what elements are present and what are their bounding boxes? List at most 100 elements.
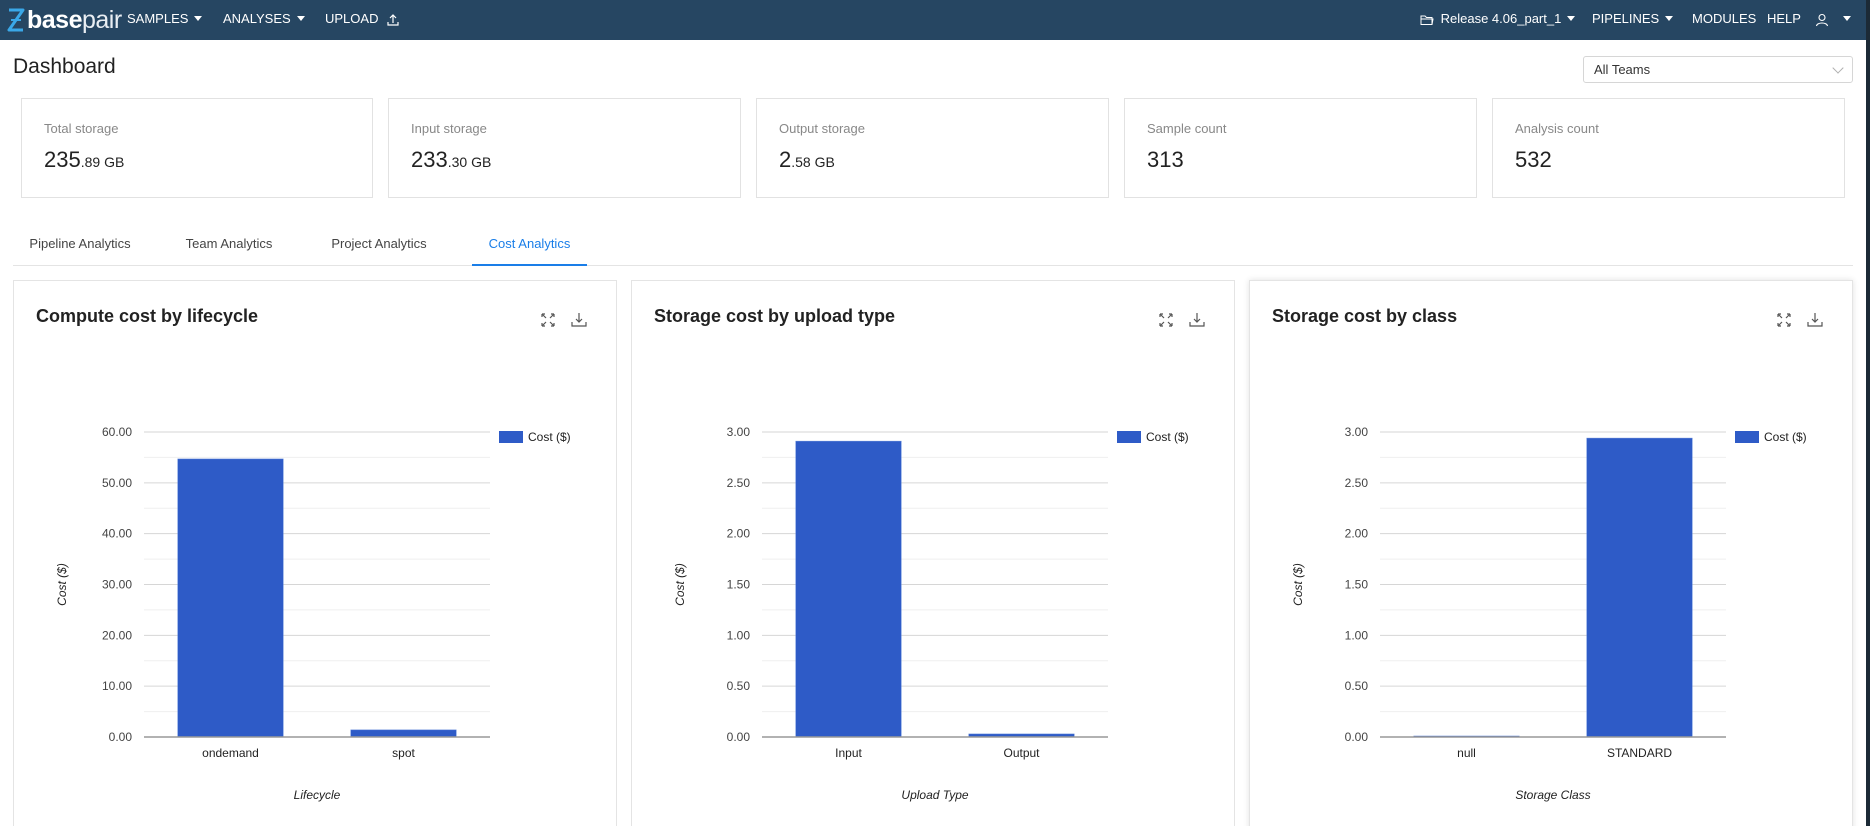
- y-axis-title: Cost ($): [55, 563, 69, 606]
- project-selector[interactable]: Release 4.06_part_1: [1420, 0, 1576, 40]
- analytics-tabs: Pipeline Analytics Team Analytics Projec…: [13, 230, 1853, 266]
- download-button[interactable]: [570, 311, 588, 329]
- y-tick-label: 1.00: [1345, 628, 1369, 642]
- caret-down-icon: [1665, 16, 1674, 22]
- tab-pipeline-analytics[interactable]: Pipeline Analytics: [29, 236, 131, 251]
- upload-icon: [387, 13, 399, 26]
- y-tick-label: 2.00: [727, 527, 751, 541]
- bar[interactable]: [795, 440, 902, 738]
- y-axis-title: Cost ($): [1291, 563, 1305, 606]
- y-tick-label: 30.00: [102, 578, 132, 592]
- y-tick-label: 3.00: [1345, 425, 1369, 439]
- y-tick-label: 1.00: [727, 628, 751, 642]
- stat-label: Analysis count: [1515, 121, 1599, 136]
- stat-value: 235.89 GB: [44, 147, 125, 172]
- y-tick-label: 2.50: [727, 476, 751, 490]
- chart-svg: 0.00 0.50 1.00 1.50 2.00 2.50 3.00 null STANDARD…: [1291, 425, 1807, 802]
- y-tick-label: 60.00: [102, 425, 132, 439]
- x-axis-title: Storage Class: [1515, 788, 1590, 802]
- stat-card-total-storage: Total storage 235.89 GB: [21, 98, 373, 198]
- y-tick-label: 0.00: [109, 730, 133, 744]
- stat-label: Input storage: [411, 121, 487, 136]
- x-tick-label: Input: [835, 746, 862, 760]
- user-icon: [1815, 13, 1829, 26]
- chevron-down-icon: [1832, 62, 1844, 74]
- stat-card-input-storage: Input storage 233.30 GB: [388, 98, 741, 198]
- tab-team-analytics[interactable]: Team Analytics: [185, 236, 273, 251]
- bar-chart: 0.00 10.00 20.00 30.00 40.00 50.00 60.00 ondema…: [14, 281, 618, 826]
- y-tick-label: 2.00: [1345, 527, 1369, 541]
- legend-swatch: [1117, 431, 1141, 443]
- y-tick-label: 0.00: [727, 730, 751, 744]
- chart-panel-storage-upload-type: 0.00 0.50 1.00 1.50 2.00 2.50 3.00 Input Output U…: [631, 280, 1235, 826]
- nav-help[interactable]: HELP: [1767, 0, 1801, 40]
- bar[interactable]: [1586, 437, 1693, 738]
- nav-modules-label: MODULES: [1692, 11, 1757, 26]
- x-tick-label: STANDARD: [1607, 746, 1672, 760]
- tab-cost-analytics[interactable]: Cost Analytics: [472, 230, 587, 266]
- caret-down-icon: [1842, 16, 1851, 22]
- caret-down-icon: [194, 16, 203, 22]
- expand-button[interactable]: [539, 311, 557, 329]
- caret-down-icon: [1567, 16, 1576, 22]
- tab-project-analytics[interactable]: Project Analytics: [331, 236, 427, 251]
- user-menu[interactable]: [1815, 0, 1851, 40]
- nav-upload[interactable]: UPLOAD: [325, 0, 400, 40]
- legend-label: Cost ($): [1764, 430, 1807, 444]
- logo-text-bold: base: [27, 6, 82, 34]
- y-tick-label: 3.00: [727, 425, 751, 439]
- bar[interactable]: [177, 458, 284, 738]
- expand-icon: [1777, 313, 1791, 327]
- nav-analyses[interactable]: ANALYSES: [223, 0, 305, 40]
- stat-value: 532: [1515, 147, 1552, 172]
- chart-panel-storage-class: 0.00 0.50 1.00 1.50 2.00 2.50 3.00 null STANDARD…: [1249, 280, 1853, 826]
- y-tick-label: 0.50: [1345, 679, 1369, 693]
- legend-label: Cost ($): [528, 430, 571, 444]
- stat-card-output-storage: Output storage 2.58 GB: [756, 98, 1109, 198]
- logo-text-light: pair: [81, 6, 122, 34]
- nav-analyses-label: ANALYSES: [223, 11, 291, 26]
- caret-down-icon: [296, 16, 305, 22]
- team-select-value: All Teams: [1594, 62, 1651, 77]
- x-axis-title: Upload Type: [901, 788, 968, 802]
- expand-icon: [1159, 313, 1173, 327]
- stat-label: Output storage: [779, 121, 865, 136]
- stat-value: 233.30 GB: [411, 147, 492, 172]
- folder-icon: [1420, 15, 1434, 25]
- legend-swatch: [1735, 431, 1759, 443]
- nav-modules[interactable]: MODULES: [1692, 0, 1756, 40]
- expand-button[interactable]: [1775, 311, 1793, 329]
- nav-pipelines[interactable]: PIPELINES: [1592, 0, 1674, 40]
- stat-value: 2.58 GB: [779, 147, 835, 172]
- bar-chart: 0.00 0.50 1.00 1.50 2.00 2.50 3.00 null STANDARD…: [1250, 281, 1854, 826]
- download-button[interactable]: [1188, 311, 1206, 329]
- y-tick-label: 20.00: [102, 628, 132, 642]
- nav-samples[interactable]: SAMPLES: [127, 0, 203, 40]
- stat-value: 313: [1147, 147, 1184, 172]
- nav-samples-label: SAMPLES: [127, 11, 189, 26]
- nav-help-label: HELP: [1767, 11, 1801, 26]
- download-icon: [1189, 313, 1205, 327]
- top-navbar: basepair SAMPLES ANALYSES UPLOAD Release…: [0, 0, 1866, 40]
- y-tick-label: 2.50: [1345, 476, 1369, 490]
- chart-svg: 0.00 0.50 1.00 1.50 2.00 2.50 3.00 Input Output U…: [673, 425, 1189, 802]
- chart-svg: 0.00 10.00 20.00 30.00 40.00 50.00 60.00 ondema…: [55, 425, 571, 802]
- stat-card-analysis-count: Analysis count 532: [1492, 98, 1845, 198]
- stat-card-sample-count: Sample count 313: [1124, 98, 1477, 198]
- legend-label: Cost ($): [1146, 430, 1189, 444]
- y-tick-label: 50.00: [102, 476, 132, 490]
- bar[interactable]: [350, 729, 457, 738]
- expand-button[interactable]: [1157, 311, 1175, 329]
- panel-title: Storage cost by upload type: [654, 306, 896, 326]
- y-tick-label: 1.50: [1345, 578, 1369, 592]
- panel-title: Compute cost by lifecycle: [36, 306, 259, 326]
- team-select[interactable]: All Teams: [1583, 56, 1853, 83]
- x-tick-label: spot: [392, 746, 415, 760]
- x-tick-label: Output: [1003, 746, 1040, 760]
- download-icon: [1807, 313, 1823, 327]
- nav-pipelines-label: PIPELINES: [1592, 11, 1660, 26]
- download-button[interactable]: [1806, 311, 1824, 329]
- basepair-logo[interactable]: basepair: [6, 5, 122, 35]
- y-tick-label: 0.50: [727, 679, 751, 693]
